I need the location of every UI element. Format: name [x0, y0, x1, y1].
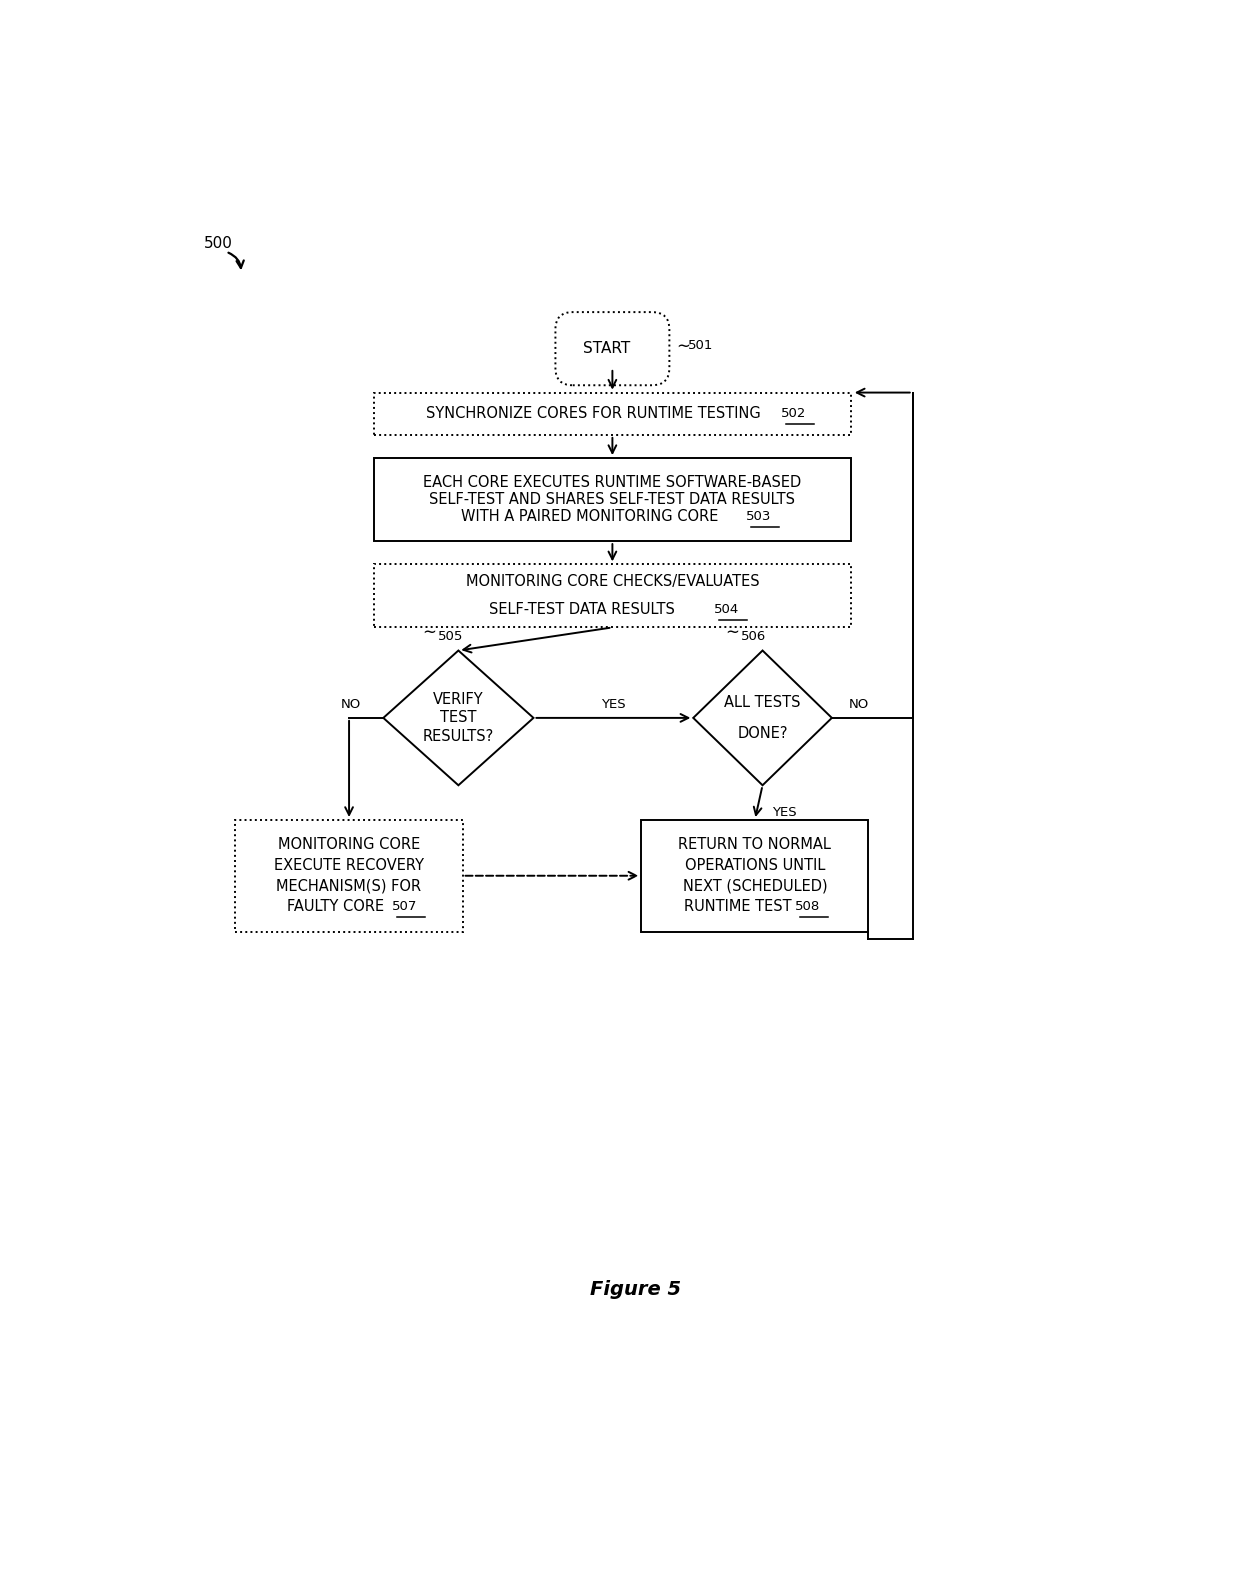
Text: 508: 508	[795, 900, 820, 913]
Text: VERIFY: VERIFY	[433, 691, 484, 707]
Text: 503: 503	[746, 511, 771, 523]
Text: 507: 507	[392, 900, 417, 913]
Text: TEST: TEST	[440, 710, 476, 726]
Text: FAULTY CORE: FAULTY CORE	[286, 900, 383, 914]
Text: Figure 5: Figure 5	[590, 1280, 681, 1299]
Text: ALL TESTS: ALL TESTS	[724, 694, 801, 710]
Bar	[373, 393, 851, 435]
Polygon shape	[693, 650, 832, 786]
Text: 502: 502	[781, 407, 806, 421]
Text: RUNTIME TEST: RUNTIME TEST	[684, 900, 791, 914]
Bar	[236, 820, 463, 932]
Text: NEXT (SCHEDULED): NEXT (SCHEDULED)	[682, 878, 827, 894]
Text: ∼: ∼	[676, 336, 691, 355]
Text: SELF-TEST DATA RESULTS: SELF-TEST DATA RESULTS	[489, 602, 675, 617]
Text: SELF-TEST AND SHARES SELF-TEST DATA RESULTS: SELF-TEST AND SHARES SELF-TEST DATA RESU…	[429, 492, 795, 507]
Bar	[641, 820, 868, 932]
Text: 500: 500	[203, 237, 233, 251]
Bar	[373, 564, 851, 627]
Text: ∼: ∼	[725, 624, 739, 641]
Text: DONE?: DONE?	[738, 726, 787, 742]
Text: ∼: ∼	[422, 624, 436, 641]
Text: 504: 504	[714, 603, 739, 616]
Text: WITH A PAIRED MONITORING CORE: WITH A PAIRED MONITORING CORE	[460, 509, 718, 525]
Text: EACH CORE EXECUTES RUNTIME SOFTWARE-BASED: EACH CORE EXECUTES RUNTIME SOFTWARE-BASE…	[423, 474, 801, 490]
Text: NO: NO	[341, 698, 361, 710]
Polygon shape	[383, 650, 533, 786]
Text: EXECUTE RECOVERY: EXECUTE RECOVERY	[274, 858, 424, 873]
FancyBboxPatch shape	[556, 313, 670, 385]
Text: MECHANISM(S) FOR: MECHANISM(S) FOR	[277, 878, 422, 894]
Text: 501: 501	[687, 339, 713, 352]
Text: 506: 506	[740, 630, 766, 643]
Text: NO: NO	[848, 698, 869, 710]
Text: OPERATIONS UNTIL: OPERATIONS UNTIL	[684, 858, 825, 873]
Text: START: START	[583, 341, 630, 357]
Text: RESULTS?: RESULTS?	[423, 729, 494, 745]
Text: MONITORING CORE CHECKS/EVALUATES: MONITORING CORE CHECKS/EVALUATES	[465, 575, 759, 589]
Text: SYNCHRONIZE CORES FOR RUNTIME TESTING: SYNCHRONIZE CORES FOR RUNTIME TESTING	[425, 407, 760, 421]
Bar	[373, 459, 851, 540]
Text: YES: YES	[601, 698, 626, 710]
Text: RETURN TO NORMAL: RETURN TO NORMAL	[678, 837, 831, 851]
Text: 505: 505	[438, 630, 464, 643]
Text: MONITORING CORE: MONITORING CORE	[278, 837, 420, 851]
Text: YES: YES	[771, 806, 796, 818]
